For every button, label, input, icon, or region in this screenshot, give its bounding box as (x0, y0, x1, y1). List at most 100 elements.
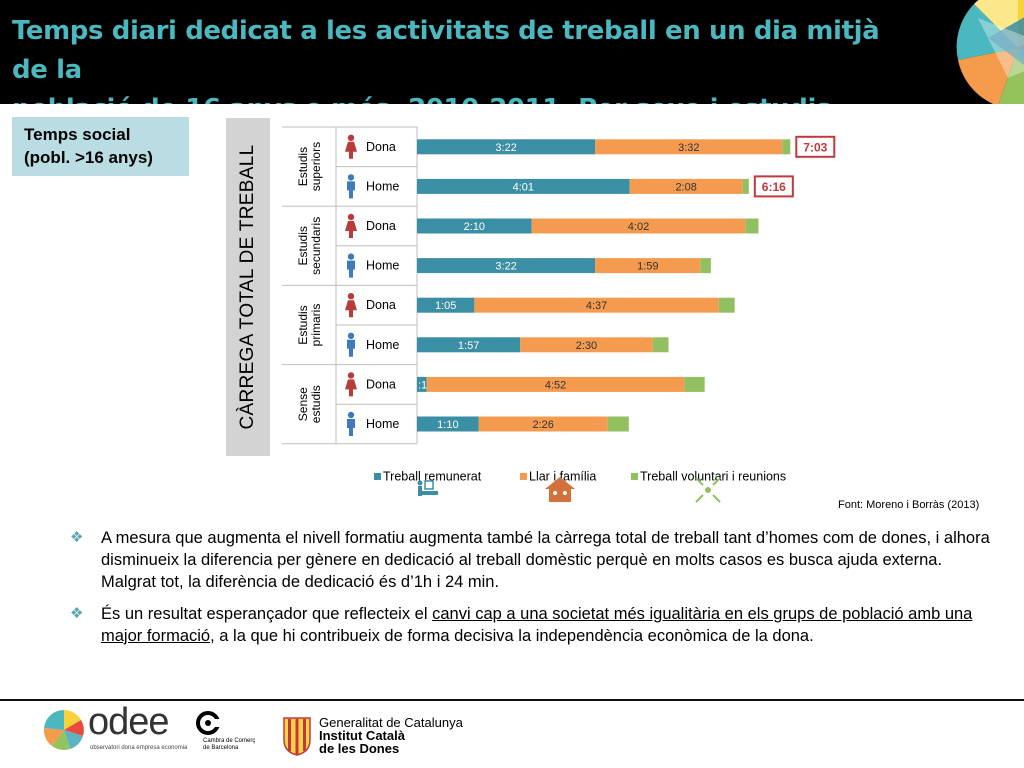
group-label: Estudissecundaris (296, 217, 323, 275)
bar-segment (417, 139, 596, 155)
bar-segment (417, 376, 427, 392)
bar-segment (417, 337, 521, 353)
man-icon (347, 419, 355, 436)
bar-segment (417, 297, 475, 313)
house-roof-icon (545, 477, 575, 489)
row-label: Home (366, 259, 399, 273)
cambra-logo-icon (196, 711, 224, 735)
bar-segment (417, 178, 630, 194)
bullet-text: A mesura que augmenta el nivell formatiu… (101, 529, 990, 591)
odee-wheel-logo (43, 709, 84, 750)
house-person-icon (553, 491, 557, 495)
man-icon-head (347, 411, 355, 419)
page-title: Temps diari dedicat a les activitats de … (12, 12, 912, 104)
bar-segment (718, 297, 735, 313)
data-label: 4:02 (628, 221, 649, 233)
meeting-arrow-icon (695, 494, 704, 503)
data-label: 1:57 (458, 340, 479, 352)
temps-social-box: Temps social (pobl. >16 anys) (12, 117, 189, 176)
desk-worker-icon (422, 491, 438, 495)
page-title-line1: Temps diari dedicat a les activitats de … (12, 16, 880, 85)
data-label: 1:05 (435, 300, 456, 312)
house-icon (549, 489, 571, 502)
bar-segment (745, 218, 759, 234)
stacked-bar-chart: Estudissuperiors Estudissecundaris Estudis… (282, 126, 836, 503)
bar-segment (417, 218, 532, 234)
legend-swatch (631, 473, 638, 480)
bar-segment (474, 297, 719, 313)
total-label: 6:16 (762, 180, 786, 194)
total-label: 7:03 (803, 140, 827, 154)
bar-segment (700, 258, 711, 274)
woman-icon (345, 300, 357, 318)
bullet-underlined-link[interactable]: canvi cap a una societat més igualitària… (101, 605, 973, 645)
data-label: 2:08 (675, 181, 696, 193)
diamond-bullet-icon: ❖ (70, 605, 84, 622)
gencat-line3: de les Dones (319, 741, 400, 756)
legend-swatch (520, 473, 527, 480)
bullet-item: ❖ A mesura que augmenta el nivell format… (70, 527, 990, 593)
man-icon (347, 181, 355, 199)
diamond-bullet-icon: ❖ (70, 529, 84, 546)
data-label: 4:37 (586, 300, 607, 312)
bar-segment (426, 376, 685, 392)
bullet-list: ❖ A mesura que augmenta el nivell format… (70, 527, 990, 657)
odee-logo-subtitle: observatori dona empresa economia (90, 745, 188, 751)
bar-segment (607, 416, 629, 432)
bullet-text-after: , a la que hi contribueix de forma decis… (210, 627, 814, 645)
y-axis-label-box: CÀRREGA TOTAL DE TREBALL (226, 118, 270, 456)
woman-icon (345, 379, 357, 397)
page-title-line2: població de 16 anys o més. 2010-2011. Pe… (12, 90, 912, 104)
gencat-line2: Institut Català (319, 728, 405, 743)
monitor-icon (424, 480, 434, 490)
color-wheel-logo (956, 0, 1024, 104)
worker-head-icon (417, 480, 423, 486)
bar-segment (684, 376, 705, 392)
data-label: 3:22 (495, 261, 516, 273)
data-label: 1:10 (437, 419, 458, 431)
group-label: Estudissuperiors (296, 142, 323, 191)
row-label: Dona (366, 219, 396, 233)
data-label: 1:59 (637, 261, 658, 273)
legend-label: Treball remunerat (383, 470, 482, 484)
footer-divider (0, 699, 1024, 701)
legend-swatch (374, 473, 381, 480)
data-label: 2:30 (576, 340, 597, 352)
woman-icon-head (347, 213, 355, 221)
generalitat-logo-text: Generalitat de Catalunya Institut Català… (319, 716, 463, 755)
row-label: Home (366, 338, 399, 352)
man-icon-head (347, 253, 355, 260)
data-label: 3:32 (678, 142, 699, 154)
bullet-item: ❖ És un resultat esperançador que reflec… (70, 603, 990, 647)
row-label: Dona (366, 377, 396, 391)
gencat-line1: Generalitat de Catalunya (319, 715, 463, 730)
row-label: Home (366, 417, 399, 431)
legend-label: Llar i família (529, 470, 596, 484)
bar-segment (782, 139, 791, 155)
total-highlight-box (795, 135, 836, 158)
bar-segment (417, 258, 596, 274)
woman-icon (345, 221, 357, 238)
legend-label: Treball voluntari i reunions (640, 470, 786, 484)
woman-icon-head (347, 293, 355, 300)
worker-body-icon (418, 486, 422, 496)
data-label: 2:10 (464, 221, 485, 233)
bar-segment (478, 416, 608, 432)
man-icon (347, 339, 355, 357)
bullet-text-before: És un resultat esperançador que reflecte… (101, 605, 433, 623)
data-label: 4:01 (513, 181, 534, 193)
group-label: Senseestudis (296, 385, 323, 423)
bar-segment (520, 337, 653, 353)
meeting-center-icon (705, 487, 711, 493)
woman-icon-head (347, 134, 355, 141)
bar-segment (652, 337, 669, 353)
woman-icon (345, 141, 357, 159)
bar-segment (595, 258, 701, 274)
cambra-logo-text: Cambra de Comerç de Barcelona (203, 738, 255, 752)
data-label: 3:22 (495, 142, 516, 154)
y-axis-label: CÀRREGA TOTAL DE TREBALL (237, 144, 258, 430)
row-label: Home (366, 179, 399, 193)
man-icon-head (347, 174, 355, 181)
bar-segment (595, 139, 783, 155)
meeting-arrow-icon (712, 494, 721, 503)
